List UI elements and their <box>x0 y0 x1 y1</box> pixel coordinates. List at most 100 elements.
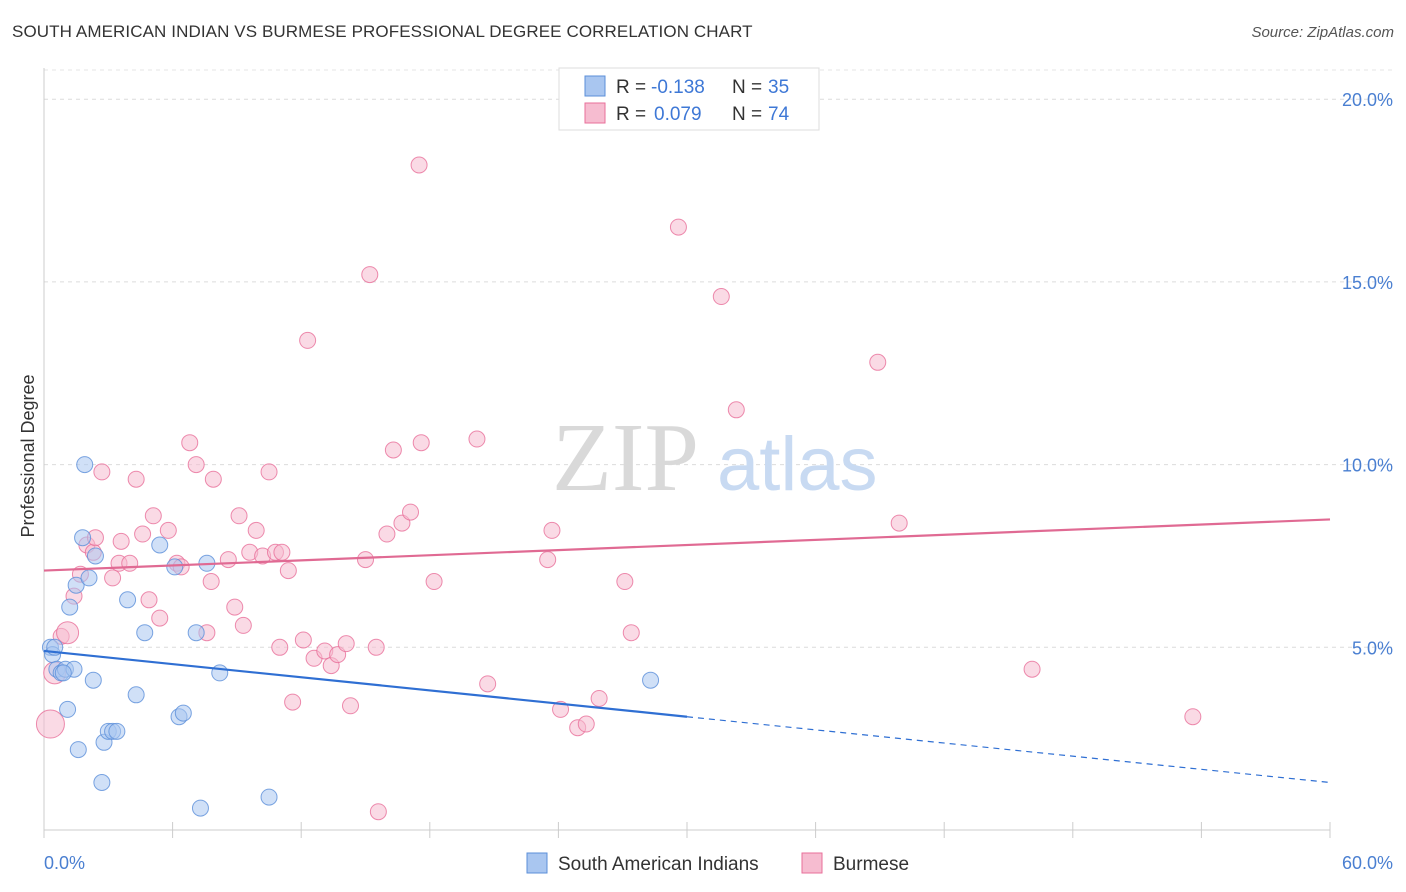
blue-point <box>67 576 85 594</box>
pink-point <box>159 521 177 539</box>
series-legend: South American Indians Burmese <box>526 852 909 875</box>
pink-point <box>412 434 430 452</box>
pink-point <box>890 514 908 532</box>
chart-title: SOUTH AMERICAN INDIAN VS BURMESE PROFESS… <box>12 22 753 41</box>
pink-point <box>144 507 162 525</box>
blue-point <box>86 547 104 565</box>
pink-point <box>378 525 396 543</box>
pink-point <box>727 401 745 419</box>
series-legend-label-pink: Burmese <box>833 854 909 875</box>
pink-point <box>226 598 244 616</box>
legend-n-label-blue: N = <box>732 77 762 98</box>
blue-point <box>127 686 145 704</box>
blue-trend-extension <box>686 716 1331 784</box>
series-legend-swatch-blue <box>526 852 548 874</box>
pink-point <box>357 551 374 569</box>
legend-r-value-pink: 0.079 <box>654 104 702 125</box>
series-legend-swatch-pink <box>801 852 823 874</box>
pink-point <box>234 616 252 634</box>
pink-point <box>260 463 278 481</box>
pink-point <box>271 638 289 656</box>
pink-point <box>35 709 65 739</box>
data-points <box>35 156 1202 821</box>
blue-point <box>119 591 137 609</box>
pink-point <box>552 700 570 718</box>
pink-point <box>616 573 634 591</box>
y-axis-title: Professional Degree <box>18 374 38 537</box>
legend-swatch-blue <box>584 75 606 97</box>
pink-point <box>402 503 420 521</box>
blue-point <box>191 799 209 817</box>
stats-legend: R = -0.138 N = 35 R = 0.079 N = 74 <box>558 67 820 131</box>
blue-point <box>174 704 192 722</box>
pink-point <box>134 525 152 543</box>
pink-point <box>204 470 222 488</box>
tick-labels: 5.0% 10.0% 15.0% 20.0% 0.0% 60.0% <box>44 90 1393 873</box>
legend-swatch-pink <box>584 102 606 124</box>
blue-point <box>260 788 278 806</box>
pink-point <box>468 430 486 448</box>
blue-point <box>84 671 102 689</box>
pink-point <box>247 521 265 539</box>
pink-trend-line <box>43 518 1331 572</box>
blue-point <box>136 624 154 642</box>
legend-n-value-blue: 35 <box>768 77 789 98</box>
pink-point <box>369 803 387 821</box>
blue-point <box>93 774 111 791</box>
pink-point <box>181 434 199 452</box>
blue-point <box>108 722 126 740</box>
chart-source: Source: ZipAtlas.com <box>1251 24 1394 41</box>
grid-lines <box>44 69 1394 648</box>
pink-point <box>539 551 557 569</box>
pink-point <box>361 266 379 284</box>
y-tick-label: 5.0% <box>1352 638 1393 658</box>
blue-point <box>76 456 94 474</box>
pink-point <box>230 507 248 525</box>
x-tick-label-min: 0.0% <box>44 853 85 873</box>
pink-point <box>273 543 291 561</box>
pink-point <box>112 532 130 550</box>
watermark-atlas: atlas <box>717 422 878 507</box>
pink-point <box>622 624 640 642</box>
pink-point <box>299 331 317 349</box>
pink-point <box>284 693 302 711</box>
y-tick-label: 20.0% <box>1342 90 1393 110</box>
legend-r-label-pink: R = <box>616 104 646 125</box>
legend-n-label-pink: N = <box>732 104 762 125</box>
series-legend-label-blue: South American Indians <box>558 854 759 875</box>
pink-point <box>279 562 297 580</box>
pink-point <box>337 635 355 653</box>
blue-trend-line <box>43 649 688 718</box>
pink-point <box>669 218 687 236</box>
pink-point <box>577 715 595 733</box>
watermark-zip: ZIP <box>552 404 699 512</box>
blue-point <box>166 558 184 576</box>
pink-point <box>187 456 205 474</box>
y-tick-label: 10.0% <box>1342 456 1393 476</box>
blue-point <box>54 664 72 682</box>
pink-point <box>341 697 359 715</box>
blue-point <box>69 741 87 759</box>
pink-point <box>294 631 312 649</box>
pink-point <box>410 156 428 174</box>
pink-point <box>384 441 402 459</box>
blue-point <box>151 536 169 554</box>
blue-point <box>59 700 77 718</box>
axes <box>43 68 1331 838</box>
pink-point <box>479 675 497 693</box>
pink-point <box>367 638 385 656</box>
pink-point <box>56 621 80 645</box>
blue-point <box>80 569 98 587</box>
legend-n-value-pink: 74 <box>768 104 790 125</box>
pink-point <box>712 288 730 306</box>
trend-lines <box>43 518 1331 784</box>
pink-point <box>869 353 887 371</box>
pink-point <box>202 573 220 591</box>
pink-point <box>140 591 158 609</box>
legend-r-label-blue: R = <box>616 77 646 98</box>
watermark: ZIP atlas <box>552 404 878 512</box>
pink-point <box>104 569 122 587</box>
blue-point <box>74 529 92 547</box>
blue-point <box>61 598 79 616</box>
